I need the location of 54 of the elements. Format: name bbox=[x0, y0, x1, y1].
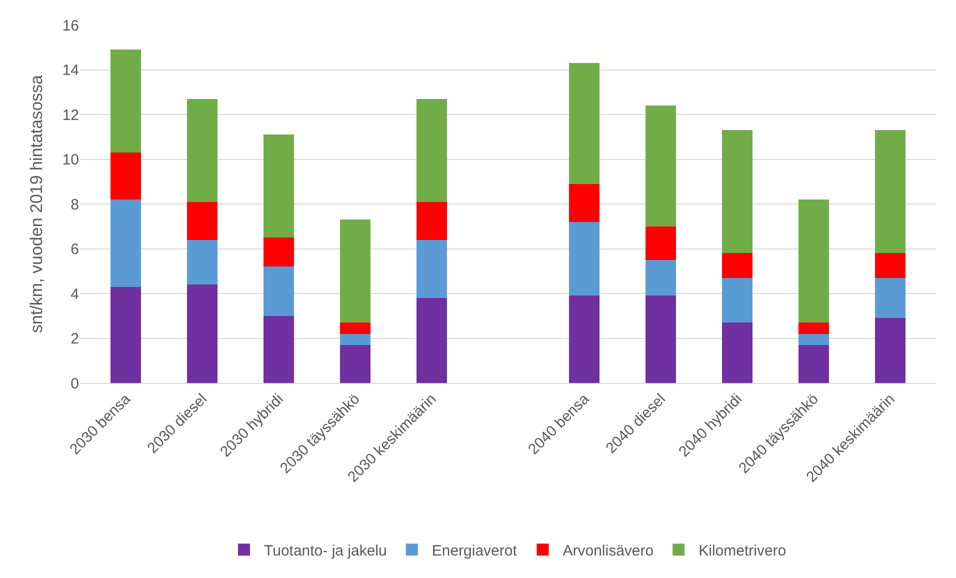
y-tick-label: 16 bbox=[62, 17, 79, 34]
bar bbox=[340, 220, 370, 323]
bar bbox=[416, 240, 447, 298]
bar bbox=[110, 50, 142, 153]
bar bbox=[722, 322, 753, 383]
bar bbox=[569, 63, 600, 184]
bar bbox=[416, 202, 447, 240]
y-tick-label: 6 bbox=[70, 241, 79, 258]
bar bbox=[798, 344, 829, 383]
bar bbox=[340, 322, 370, 334]
bar bbox=[798, 334, 829, 345]
y-tick-label: 12 bbox=[62, 106, 79, 124]
bar bbox=[722, 130, 753, 254]
y-tick-label: 10 bbox=[62, 152, 79, 168]
bar bbox=[874, 278, 906, 318]
bar bbox=[340, 334, 370, 345]
bar bbox=[646, 106, 676, 226]
y-tick-label: 8 bbox=[70, 196, 79, 214]
y-tick-label: 2 bbox=[70, 330, 79, 348]
bar bbox=[569, 296, 600, 383]
y-tick-label: 14 bbox=[62, 62, 79, 79]
bar bbox=[187, 284, 218, 383]
bar bbox=[646, 296, 676, 383]
bar bbox=[263, 238, 294, 267]
bar bbox=[187, 202, 218, 240]
bar bbox=[722, 253, 753, 278]
bar bbox=[798, 322, 829, 334]
bar bbox=[874, 318, 906, 383]
bar bbox=[110, 200, 142, 287]
bar bbox=[263, 134, 294, 238]
legend-label: Tuotanto- ja jakelu bbox=[264, 542, 387, 560]
bar bbox=[569, 184, 600, 222]
bar bbox=[263, 316, 294, 383]
bar bbox=[416, 298, 447, 383]
bar bbox=[874, 253, 906, 278]
bar bbox=[340, 344, 370, 383]
bar bbox=[874, 130, 906, 254]
y-tick-label: 4 bbox=[70, 286, 79, 303]
bar bbox=[416, 98, 447, 202]
bar bbox=[187, 98, 218, 202]
bar bbox=[187, 240, 218, 285]
y-tick-label: 0 bbox=[70, 375, 79, 392]
bar bbox=[722, 278, 753, 323]
bar bbox=[646, 260, 676, 296]
bar bbox=[110, 286, 142, 383]
legend-label: Kilometrivero bbox=[698, 542, 786, 560]
legend-label: Energiaverot bbox=[432, 542, 518, 560]
bar bbox=[798, 200, 829, 323]
legend-label: Arvonlisävero bbox=[562, 542, 654, 560]
bar bbox=[569, 222, 600, 296]
bar bbox=[263, 266, 294, 316]
y-axis-title: snt/km, vuoden 2019 hintatasossa bbox=[26, 74, 46, 333]
bar bbox=[646, 226, 676, 260]
bar bbox=[110, 152, 142, 200]
